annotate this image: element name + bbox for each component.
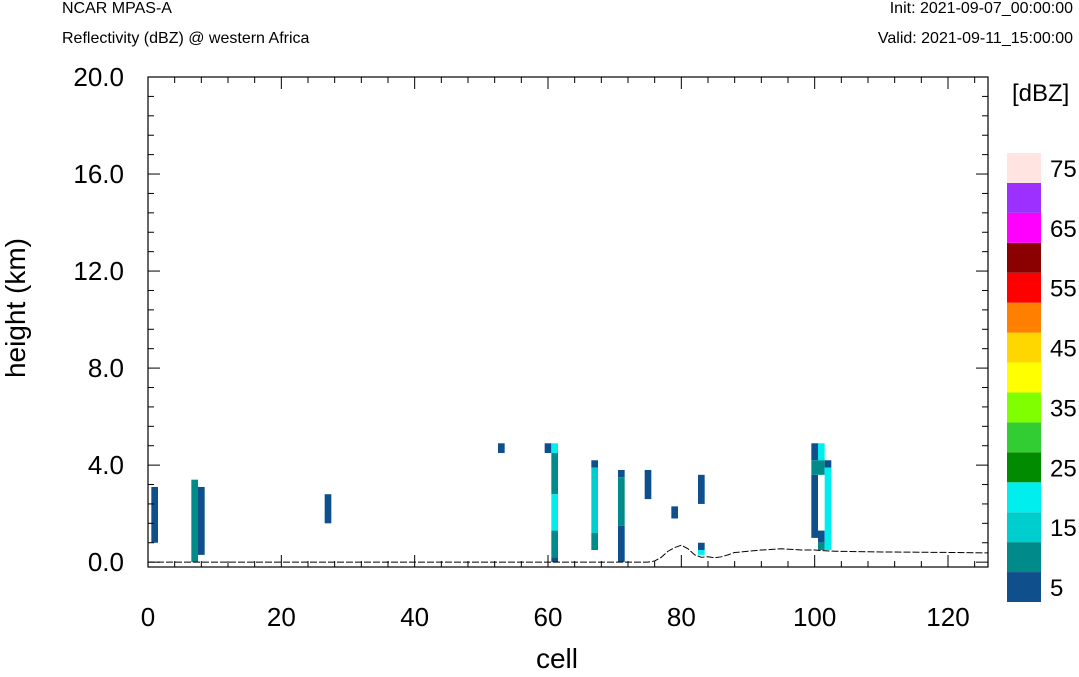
colorbar-swatch bbox=[1007, 362, 1041, 393]
colorbar-swatch bbox=[1007, 242, 1041, 273]
colorbar-label: 25 bbox=[1050, 455, 1077, 482]
reflectivity-cell bbox=[824, 460, 832, 468]
reflectivity-cell bbox=[151, 486, 158, 543]
colorbar-label: 35 bbox=[1050, 395, 1077, 422]
reflectivity-cell bbox=[824, 467, 832, 551]
reflectivity-cell bbox=[818, 530, 825, 543]
init-time: Init: 2021-09-07_00:00:00 bbox=[889, 0, 1073, 17]
x-tick-label: 60 bbox=[534, 602, 563, 632]
colorbar-label: 15 bbox=[1050, 515, 1077, 542]
x-tick-label: 40 bbox=[400, 602, 429, 632]
x-tick-label: 80 bbox=[667, 602, 696, 632]
colorbar-label: 5 bbox=[1050, 575, 1063, 602]
chart-title: NCAR MPAS-A bbox=[62, 0, 172, 17]
reflectivity-cells bbox=[151, 443, 832, 563]
colorbar-swatch bbox=[1007, 302, 1041, 333]
colorbar-swatch bbox=[1007, 332, 1041, 363]
reflectivity-cell bbox=[591, 533, 598, 551]
reflectivity-cell bbox=[811, 474, 818, 538]
colorbar-swatch bbox=[1007, 392, 1041, 423]
reflectivity-cell bbox=[551, 530, 558, 558]
x-tick-label: 120 bbox=[926, 602, 969, 632]
terrain-line bbox=[148, 544, 989, 563]
reflectivity-cell bbox=[551, 494, 558, 531]
colorbar: 5 15 25 35 45 55 65 75 bbox=[1007, 153, 1077, 602]
reflectivity-cell bbox=[591, 467, 598, 534]
reflectivity-cell bbox=[698, 550, 705, 555]
reflectivity-cell bbox=[811, 460, 818, 475]
reflectivity-cell bbox=[698, 474, 705, 504]
colorbar-swatch bbox=[1007, 182, 1041, 213]
colorbar-swatch bbox=[1007, 482, 1041, 513]
reflectivity-cell bbox=[544, 443, 552, 453]
reflectivity-cell bbox=[198, 486, 205, 555]
x-tick-label: 20 bbox=[267, 602, 296, 632]
y-tick-label: 0.0 bbox=[88, 547, 124, 577]
colorbar-swatch bbox=[1007, 153, 1041, 183]
reflectivity-cell bbox=[551, 452, 558, 495]
reflectivity-cell bbox=[811, 443, 818, 461]
colorbar-label: 75 bbox=[1050, 156, 1077, 183]
reflectivity-cell bbox=[551, 557, 558, 563]
colorbar-swatch bbox=[1007, 512, 1041, 543]
y-tick-label: 12.0 bbox=[73, 256, 124, 286]
colorbar-units: [dBZ] bbox=[1012, 80, 1070, 107]
y-tick-label: 4.0 bbox=[88, 450, 124, 480]
plot-frame bbox=[147, 76, 989, 568]
y-tick-label: 8.0 bbox=[88, 353, 124, 383]
colorbar-label: 65 bbox=[1050, 216, 1077, 243]
chart-subtitle: Reflectivity (dBZ) @ western Africa bbox=[62, 30, 310, 47]
reflectivity-cell bbox=[671, 506, 678, 519]
reflectivity-cell bbox=[591, 460, 598, 468]
colorbar-swatch bbox=[1007, 422, 1041, 453]
reflectivity-cell bbox=[818, 460, 825, 475]
colorbar-label: 45 bbox=[1050, 336, 1077, 363]
reflectivity-cell bbox=[618, 469, 625, 478]
colorbar-label: 55 bbox=[1050, 276, 1077, 303]
reflectivity-cell bbox=[498, 443, 505, 453]
valid-time: Valid: 2021-09-11_15:00:00 bbox=[877, 30, 1073, 47]
x-axis-label: cell bbox=[535, 643, 578, 674]
terrain-layer bbox=[148, 544, 989, 563]
colorbar-swatch bbox=[1007, 542, 1041, 573]
colorbar-swatch bbox=[1007, 272, 1041, 303]
y-axis-label: height (km) bbox=[0, 237, 31, 379]
colorbar-swatch bbox=[1007, 452, 1041, 483]
reflectivity-cell bbox=[191, 479, 198, 563]
reflectivity-cell bbox=[618, 525, 625, 563]
colorbar-swatch bbox=[1007, 212, 1041, 243]
reflectivity-cell bbox=[698, 542, 705, 551]
x-tick-label: 0 bbox=[141, 602, 155, 632]
reflectivity-cell bbox=[618, 477, 625, 526]
reflectivity-cell bbox=[324, 494, 332, 524]
reflectivity-cell bbox=[551, 443, 558, 453]
y-tick-label: 16.0 bbox=[73, 159, 124, 189]
y-tick-label: 20.0 bbox=[73, 62, 124, 92]
axis-ticks: 0 20 40 60 80 100 120 0.0 4.0 8.0 12.0 16.0 20.0 bbox=[73, 62, 988, 632]
reflectivity-cell bbox=[644, 469, 652, 500]
colorbar-swatch bbox=[1007, 572, 1041, 602]
x-tick-label: 100 bbox=[793, 602, 836, 632]
reflectivity-cell bbox=[818, 443, 825, 461]
reflectivity-cell bbox=[818, 542, 825, 551]
